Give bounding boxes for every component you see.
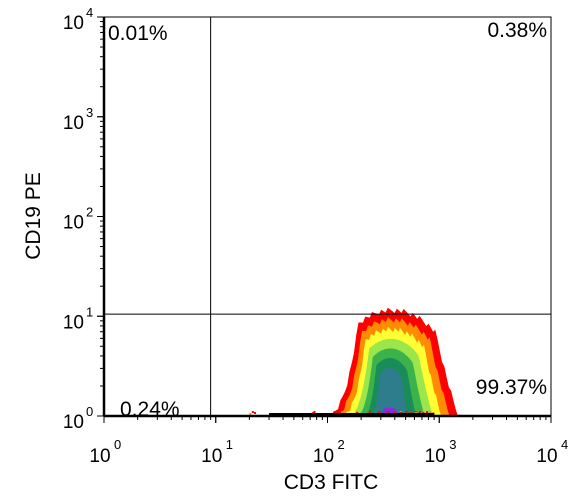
density-contour-6 bbox=[370, 367, 409, 416]
event-dot bbox=[251, 411, 254, 413]
y-tick-label-exponent: 0 bbox=[86, 404, 93, 419]
event-dot bbox=[313, 411, 316, 413]
x-tick-label-exponent: 2 bbox=[338, 437, 345, 452]
y-tick-label: 10 bbox=[63, 312, 84, 333]
x-tick-label-exponent: 1 bbox=[226, 437, 233, 452]
x-tick-label: 10 bbox=[425, 446, 446, 467]
quadrant-gates bbox=[104, 17, 551, 416]
cell-population-density bbox=[249, 307, 461, 416]
quadrant-upper-right-label: 0.38% bbox=[487, 19, 547, 42]
event-dot bbox=[254, 412, 256, 414]
event-dot bbox=[249, 413, 252, 415]
x-tick-label: 10 bbox=[536, 446, 557, 467]
event-dot bbox=[405, 411, 408, 413]
y-tick-label: 10 bbox=[63, 113, 84, 134]
quadrant-lower-right-label: 99.37% bbox=[476, 376, 547, 399]
y-tick-label-exponent: 1 bbox=[86, 304, 93, 319]
x-tick-label: 10 bbox=[313, 446, 334, 467]
x-tick-label-exponent: 0 bbox=[114, 437, 121, 452]
quadrant-upper-left-label: 0.01% bbox=[108, 22, 168, 45]
y-tick-label: 10 bbox=[63, 412, 84, 433]
quadrant-lower-left-label: 0.24% bbox=[120, 398, 180, 421]
event-dot bbox=[386, 411, 389, 413]
x-tick-label-exponent: 4 bbox=[561, 437, 568, 452]
y-tick-label: 10 bbox=[63, 213, 84, 234]
x-axis-title: CD3 FITC bbox=[284, 471, 379, 494]
y-tick-label-exponent: 3 bbox=[86, 105, 93, 120]
x-tick-label-exponent: 3 bbox=[449, 437, 456, 452]
baseline-events bbox=[269, 413, 435, 416]
y-tick-label: 10 bbox=[63, 13, 84, 34]
event-dot bbox=[418, 411, 421, 413]
event-dot bbox=[368, 411, 371, 413]
x-tick-label: 10 bbox=[89, 446, 110, 467]
plot-area bbox=[103, 16, 552, 417]
event-dot bbox=[429, 411, 432, 413]
x-tick-label: 10 bbox=[201, 446, 222, 467]
y-axis-title: CD19 PE bbox=[22, 172, 45, 260]
y-tick-label-exponent: 2 bbox=[86, 205, 93, 220]
y-tick-label-exponent: 4 bbox=[86, 5, 93, 20]
